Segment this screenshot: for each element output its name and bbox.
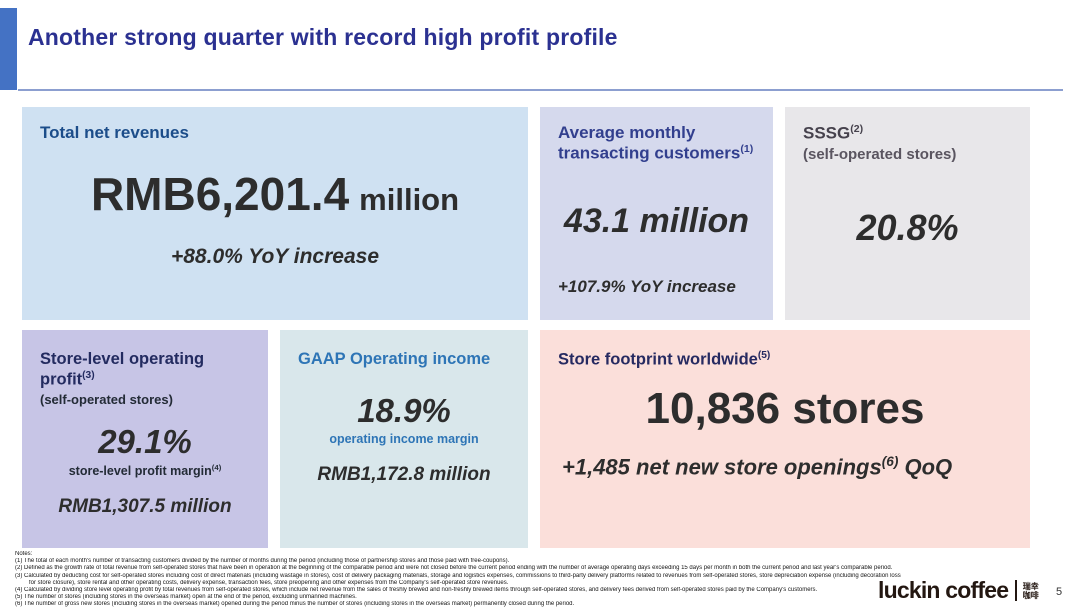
- footnote-4: (4) Calculated by dividing store level o…: [15, 587, 818, 594]
- luckin-cn-line2: 咖啡: [1022, 590, 1039, 600]
- footnote-marker: (4): [211, 463, 222, 473]
- footnote-marker: (6): [881, 454, 899, 470]
- footnote-6: (6) The number of gross new stores (incl…: [15, 601, 575, 608]
- card-header-text: Store-level operating profit: [40, 350, 205, 389]
- metric-value: 20.8%: [856, 207, 959, 249]
- metric-value: 18.9%: [357, 391, 451, 429]
- metric-value: 29.1%: [98, 423, 192, 461]
- footnote-marker: (1): [740, 143, 754, 156]
- card-avg-monthly-transacting-customers: Average monthly transacting customers(1)…: [540, 107, 773, 320]
- card-header: Total net revenues: [40, 123, 189, 142]
- page-title: Another strong quarter with record high …: [28, 24, 618, 50]
- metric-caption: operating income margin: [329, 431, 479, 446]
- card-header-text: Average monthly transacting customers: [558, 123, 741, 164]
- card-header: Average monthly transacting customers(1): [558, 123, 755, 164]
- page-number: 5: [1056, 586, 1063, 598]
- metric-line: RMB6,201.4 million: [40, 167, 510, 221]
- metric-caption: store-level profit margin(4): [40, 463, 250, 478]
- footnote-marker: (2): [850, 123, 864, 135]
- footnote-2: (2) Defined as the growth rate of total …: [15, 565, 893, 572]
- footnote-3: (3) Calculated by deducting cost for sel…: [15, 572, 901, 579]
- card-header: GAAP Operating income: [298, 350, 491, 368]
- metric-amount: RMB1,172.8 million: [317, 463, 491, 485]
- card-store-footprint: Store footprint worldwide(5) 10,836 stor…: [540, 330, 1030, 548]
- metric-value: 10,836: [645, 384, 781, 434]
- metric-amount: RMB1,307.5 million: [58, 496, 232, 518]
- metric-change: +1,485 net new store openings(6) QoQ: [558, 454, 1012, 480]
- metric-change-suffix: QoQ: [898, 454, 953, 480]
- card-subheader: (self-operated stores): [40, 392, 173, 408]
- card-gaap-operating-income: GAAP Operating income 18.9% operating in…: [280, 330, 528, 548]
- metric-caption-text: store-level profit margin: [68, 464, 212, 479]
- card-header-text: Store footprint worldwide: [558, 350, 758, 369]
- metric-unit: million: [359, 182, 460, 218]
- luckin-coffee-wordmark: luckin coffee: [878, 577, 1009, 603]
- logo-separator: [1015, 580, 1017, 601]
- metric-change: +88.0% YoY increase: [170, 245, 379, 269]
- metric-line: 10,836 stores: [558, 384, 1012, 434]
- title-divider: [18, 89, 1063, 91]
- card-header: Store-level operating profit(3): [40, 350, 250, 390]
- title-accent-bar: [0, 8, 17, 90]
- footnote-marker: (5): [757, 350, 771, 361]
- card-total-net-revenues: Total net revenues RMB6,201.4 million +88…: [22, 107, 528, 320]
- card-sssg: SSSG(2) (self-operated stores) 20.8%: [785, 107, 1030, 320]
- card-header: SSSG(2): [803, 123, 1012, 144]
- luckin-coffee-logo: luckin coffee 瑞幸 咖啡: [878, 579, 1039, 602]
- footnote-1: (1) The total of each month's number of …: [15, 558, 510, 565]
- footnotes: Notes: (1) The total of each month's num…: [15, 551, 1070, 609]
- card-store-level-operating-profit: Store-level operating profit(3) (self-op…: [22, 330, 268, 548]
- luckin-coffee-chinese-name: 瑞幸 咖啡: [1023, 582, 1039, 600]
- luckin-cn-line1: 瑞幸: [1022, 581, 1039, 591]
- card-subheader: (self-operated stores): [803, 146, 957, 164]
- card-header-text: SSSG: [803, 123, 851, 143]
- footnote-marker: (3): [82, 369, 95, 381]
- card-header: Store footprint worldwide(5): [558, 350, 1012, 370]
- footnote-3-continued: for store closure), store rental and oth…: [29, 579, 509, 586]
- metric-value: 43.1 million: [563, 202, 750, 241]
- metric-value: RMB6,201.4: [90, 168, 350, 221]
- footnotes-label: Notes:: [15, 551, 33, 557]
- metric-unit: stores: [792, 384, 925, 434]
- metric-change: +107.9% YoY increase: [558, 277, 736, 297]
- metric-change-text: +1,485 net new store openings: [562, 454, 882, 480]
- footnote-5: (5) The number of stores (including stor…: [15, 594, 357, 601]
